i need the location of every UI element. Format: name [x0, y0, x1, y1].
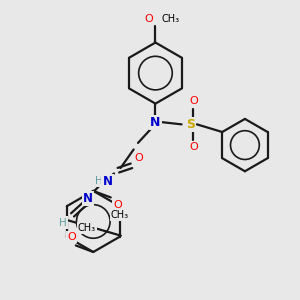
Text: O: O — [189, 97, 198, 106]
Text: S: S — [186, 118, 195, 131]
Text: N: N — [103, 175, 112, 188]
Text: O: O — [67, 232, 76, 242]
Text: H: H — [59, 218, 67, 227]
Text: CH₃: CH₃ — [78, 223, 96, 233]
Text: O: O — [189, 142, 198, 152]
Text: N: N — [83, 192, 93, 205]
Text: CH₃: CH₃ — [162, 14, 180, 23]
Text: N: N — [150, 116, 161, 129]
Text: O: O — [145, 14, 153, 23]
Text: O: O — [135, 153, 143, 163]
Text: CH₃: CH₃ — [111, 210, 129, 220]
Text: O: O — [113, 200, 122, 210]
Text: H: H — [95, 176, 103, 186]
